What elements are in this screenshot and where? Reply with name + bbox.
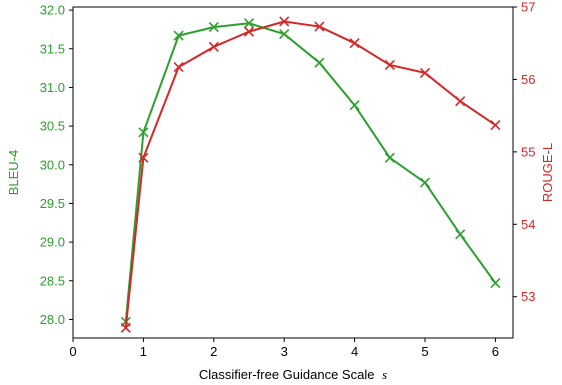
data-point-bleu-4	[279, 29, 290, 40]
x-tick-label: 6	[492, 344, 499, 359]
y-left-tick-label: 30.0	[40, 157, 65, 172]
x-tick-label: 5	[421, 344, 428, 359]
y-right-tick-label: 53	[521, 289, 535, 304]
x-axis: 0 1 2 3 4 5 6	[69, 338, 499, 359]
data-point-rouge-l	[120, 322, 131, 333]
data-point-rouge-l	[138, 152, 149, 163]
y-axis-left: 28.0 28.5 29.0 29.5 30.0 30.5 31.0 31.5 32.0	[40, 3, 73, 327]
data-point-rouge-l	[419, 67, 431, 78]
y-axis-right: 53 54 55 56 57	[513, 0, 535, 304]
data-point-bleu-4	[419, 177, 431, 188]
series-line-rouge-l	[124, 20, 496, 328]
data-point-rouge-l	[173, 62, 184, 73]
y-right-tick-label: 54	[521, 217, 535, 232]
x-tick-label: 0	[69, 344, 76, 359]
x-tick-label: 4	[351, 344, 358, 359]
y-left-tick-label: 29.0	[40, 235, 65, 250]
y-right-tick-label: 57	[521, 0, 535, 15]
data-point-rouge-l	[314, 21, 325, 32]
x-axis-title-text: Classifier-free Guidance Scale	[199, 367, 375, 382]
y-left-tick-label: 32.0	[40, 3, 65, 18]
data-point-bleu-4	[314, 57, 325, 68]
y-right-tick-label: 56	[521, 72, 535, 87]
plot-frame	[72, 6, 514, 339]
y-axis-right-title: ROUGE-L	[540, 143, 555, 202]
series-line-bleu-4	[124, 22, 497, 322]
data-point-bleu-4	[208, 22, 219, 33]
data-point-rouge-l	[455, 96, 466, 107]
y-axis-left-title: BLEU-4	[6, 150, 21, 196]
y-right-tick-label: 55	[521, 144, 535, 159]
y-left-tick-label: 31.0	[40, 80, 65, 95]
y-left-tick-label: 30.5	[40, 119, 65, 134]
y-left-tick-label: 29.5	[40, 196, 65, 211]
data-point-rouge-l	[208, 41, 219, 52]
data-point-rouge-l	[349, 38, 360, 49]
data-point-bleu-4	[455, 229, 466, 240]
data-point-bleu-4	[490, 278, 501, 289]
y-left-tick-label: 28.0	[40, 312, 65, 327]
data-point-bleu-4	[349, 100, 360, 111]
data-point-bleu-4	[138, 127, 149, 138]
x-tick-label: 3	[281, 344, 288, 359]
data-point-bleu-4	[173, 30, 184, 41]
x-tick-label: 2	[210, 344, 217, 359]
x-axis-title-variable: s	[382, 367, 387, 382]
data-point-rouge-l	[490, 119, 501, 131]
y-left-tick-label: 28.5	[40, 273, 65, 288]
data-point-bleu-4	[243, 18, 255, 29]
x-axis-title: Classifier-free Guidance Scale s	[199, 367, 387, 382]
data-point-rouge-l	[384, 59, 395, 71]
y-left-tick-label: 31.5	[40, 41, 65, 56]
data-point-rouge-l	[243, 26, 255, 37]
data-point-rouge-l	[279, 16, 290, 27]
x-tick-label: 1	[140, 344, 147, 359]
plot-marks	[120, 16, 501, 333]
data-point-bleu-4	[384, 152, 395, 163]
